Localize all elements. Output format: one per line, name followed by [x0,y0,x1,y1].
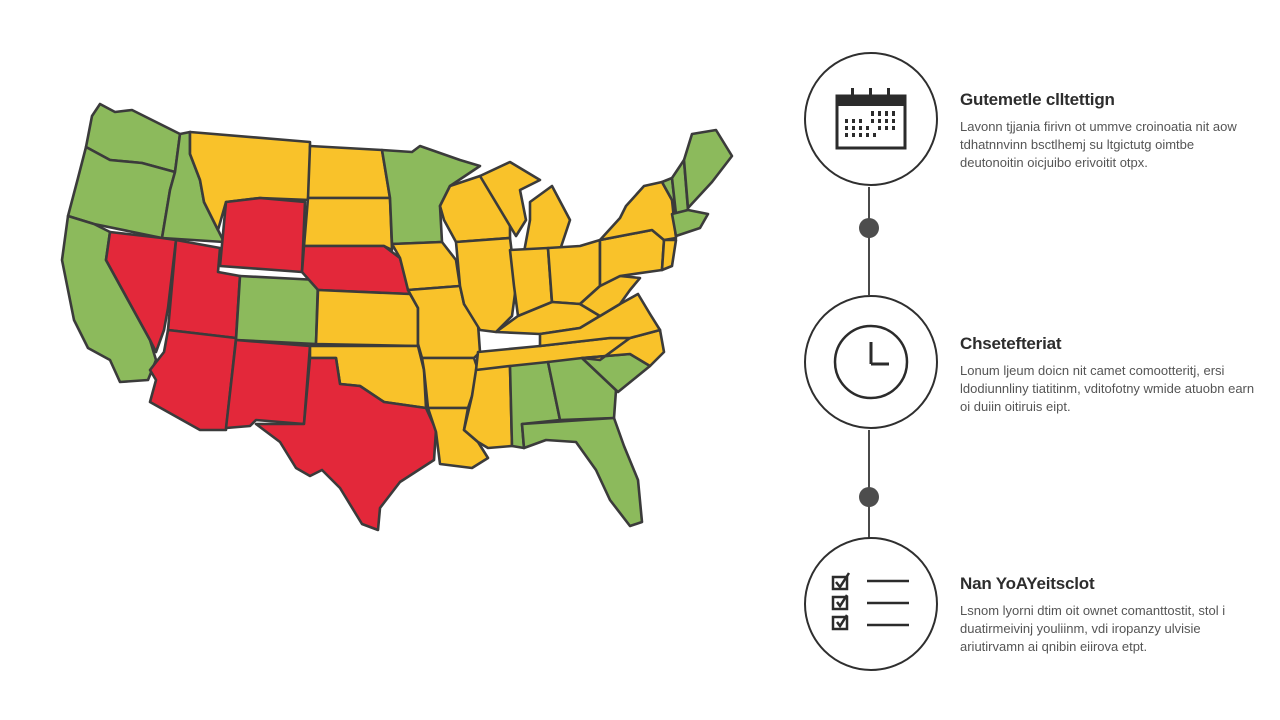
timeline-step-1-text: Gutemetle clltettign Lavonn tjjania firi… [960,90,1260,172]
clock-icon [833,324,909,400]
state-kansas [314,288,420,348]
calendar-icon [835,88,907,150]
state-nebraska [300,244,412,296]
timeline-step-2-circle [804,295,938,429]
timeline-connector [868,430,870,538]
state-south-dakota [302,196,394,252]
state-colorado [234,274,320,346]
state-new-mexico [224,338,312,430]
timeline-step-2-text: Chsetefteriat Lonum ljeum doicn nit came… [960,334,1260,416]
timeline-dot [859,218,879,238]
timeline: Gutemetle clltettign Lavonn tjjania firi… [800,50,1260,680]
timeline-step-3-title: Nan YoAYeitsclot [960,574,1095,593]
timeline-step-1-circle [804,52,938,186]
state-georgia [546,356,618,422]
state-arkansas [420,356,480,410]
state-texas [254,356,438,532]
state-north-dakota [306,144,392,200]
timeline-step-2-description: Lonum ljeum doicn nit camet comootteritj… [960,363,1255,414]
state-new-jersey [660,238,678,272]
timeline-step-3-text: Nan YoAYeitsclot Lsnom lyorni dtim oit o… [960,574,1260,656]
us-map [40,90,760,560]
timeline-step-3-circle [804,537,938,671]
timeline-connector [868,187,870,295]
us-map-svg [60,102,734,532]
state-new-york [598,180,678,242]
checklist-icon [831,572,909,631]
timeline-step-1-description: Lavonn tjjania firivn ot ummve croinoati… [960,119,1237,170]
state-nevada [104,230,178,354]
timeline-dot [859,487,879,507]
state-maine [682,128,734,210]
state-wyoming [218,196,307,274]
state-arizona [148,328,238,432]
timeline-step-3-description: Lsnom lyorni dtim oit ownet comanttostit… [960,603,1226,654]
timeline-step-1-title: Gutemetle clltettign [960,90,1115,109]
state-florida [520,416,644,528]
state-massachusetts [670,208,710,238]
timeline-step-2-title: Chsetefteriat [960,334,1062,353]
